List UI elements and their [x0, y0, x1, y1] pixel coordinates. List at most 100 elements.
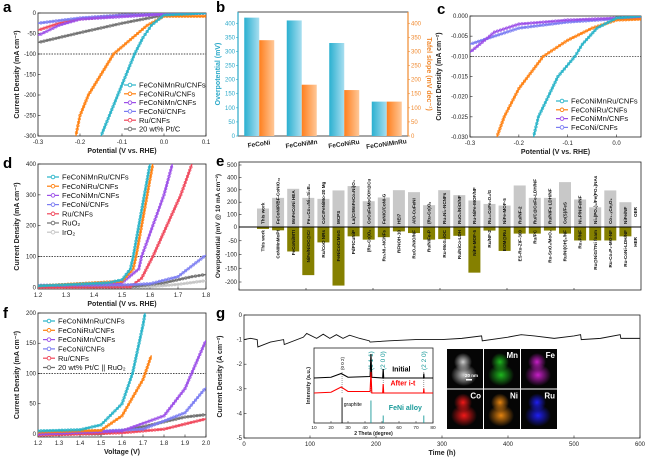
series-marker [141, 202, 145, 206]
series-marker [136, 227, 140, 231]
x-tick-label: 1.5 [118, 293, 127, 299]
series-marker [76, 120, 81, 124]
series-marker [145, 180, 149, 185]
series-marker [584, 38, 589, 42]
series-marker [186, 421, 190, 425]
series-marker [60, 22, 64, 27]
series-marker [198, 13, 202, 15]
series-group [470, 16, 641, 137]
series-marker [128, 38, 132, 42]
series-marker [519, 84, 523, 88]
series-marker [142, 196, 146, 200]
series-marker [183, 14, 187, 18]
panel-d: 1.2 1.3 1.4 1.5 1.6 1.7 1.8 0 100 200 300 400 Potent… [14, 162, 211, 308]
series-marker [148, 356, 152, 360]
series-marker [155, 422, 159, 426]
y-tick-label: -4 [237, 411, 243, 417]
series-marker [117, 22, 121, 26]
series-marker [104, 418, 108, 422]
y-tick-label: 350 [225, 35, 236, 41]
series-marker [169, 165, 174, 169]
y-tick-label: 0 [33, 432, 37, 438]
legend-label: IrO₂ [62, 228, 75, 237]
series-marker [569, 18, 573, 22]
series-marker [134, 239, 138, 243]
series-marker [535, 24, 539, 28]
series-marker [145, 239, 149, 243]
y-tick-label: -0.025 [451, 115, 469, 121]
series-marker [158, 421, 162, 425]
series-marker [108, 110, 113, 115]
series-marker [164, 184, 169, 188]
series-marker [123, 75, 127, 80]
series-marker [152, 21, 156, 25]
y2-tick-label: 0 [411, 134, 415, 140]
series-marker [566, 38, 570, 42]
series-marker [554, 77, 559, 81]
series-marker [577, 48, 581, 52]
oer-bar-label: Fe₁₀Co₂₀Ni₁₂Si₂B₄ [306, 184, 311, 224]
series-marker [141, 320, 146, 324]
series-marker [57, 23, 61, 27]
series-marker [603, 22, 608, 26]
series-marker [143, 371, 147, 376]
series-marker [137, 341, 141, 345]
series-marker [601, 23, 605, 27]
xrd-reference-label: graphite [344, 402, 362, 408]
series-marker [172, 415, 176, 419]
series-marker [535, 118, 540, 122]
series-marker [51, 19, 55, 23]
x-tick-label: 0.0 [612, 141, 621, 147]
bar-oer [483, 203, 496, 227]
series-marker [167, 218, 171, 222]
series-marker [83, 102, 87, 106]
legend-marker [127, 126, 133, 132]
series-marker [138, 335, 142, 339]
series-marker [162, 193, 166, 197]
series-marker [108, 429, 112, 433]
series-marker [75, 282, 80, 286]
series-marker [566, 20, 570, 24]
series-marker [505, 109, 509, 113]
series-marker [119, 46, 123, 50]
oer-bar-label: CoCuFeMoOOH@Cu [366, 178, 371, 224]
her-bar-label: EOM@Ru [502, 230, 507, 251]
series-marker [135, 233, 139, 237]
series-marker [545, 97, 549, 102]
series-marker [181, 187, 185, 191]
series-marker [113, 409, 117, 413]
x-tick-label: 1.6 [118, 441, 127, 447]
series-marker [120, 21, 124, 25]
series-marker [104, 425, 108, 429]
xrd-x-tick-label: 70 [413, 425, 419, 431]
series-marker [135, 423, 139, 428]
bar-tafel [344, 90, 360, 136]
her-bar-label: Ru-MoS₂/OC [442, 229, 447, 257]
y-tick-label: 200 [225, 78, 236, 84]
series-line-4 [38, 164, 193, 289]
legend-marker [127, 117, 133, 123]
y-tick-label: -5 [237, 436, 243, 442]
series-marker [146, 236, 150, 240]
series-marker [156, 428, 160, 432]
series-marker [42, 26, 46, 30]
x-tick-label: 600 [635, 442, 646, 448]
eds-map: Ru [521, 389, 557, 429]
panel-letter-g: g [216, 305, 225, 322]
series-marker [171, 279, 175, 283]
series-marker [547, 19, 551, 24]
series-marker [133, 391, 137, 396]
legend-item: FeCoNiMn/CNFs [47, 191, 119, 200]
series-marker [38, 285, 40, 289]
y-tick-label: 400 [26, 162, 37, 168]
bar-oer [604, 190, 617, 227]
series-marker [104, 122, 108, 126]
series-marker [105, 15, 109, 20]
series-marker [201, 413, 205, 417]
series-marker [111, 411, 115, 415]
series-marker [75, 127, 79, 131]
series-marker [150, 428, 154, 432]
series-marker [63, 21, 67, 26]
series-marker [199, 257, 203, 261]
series-marker [147, 168, 151, 172]
